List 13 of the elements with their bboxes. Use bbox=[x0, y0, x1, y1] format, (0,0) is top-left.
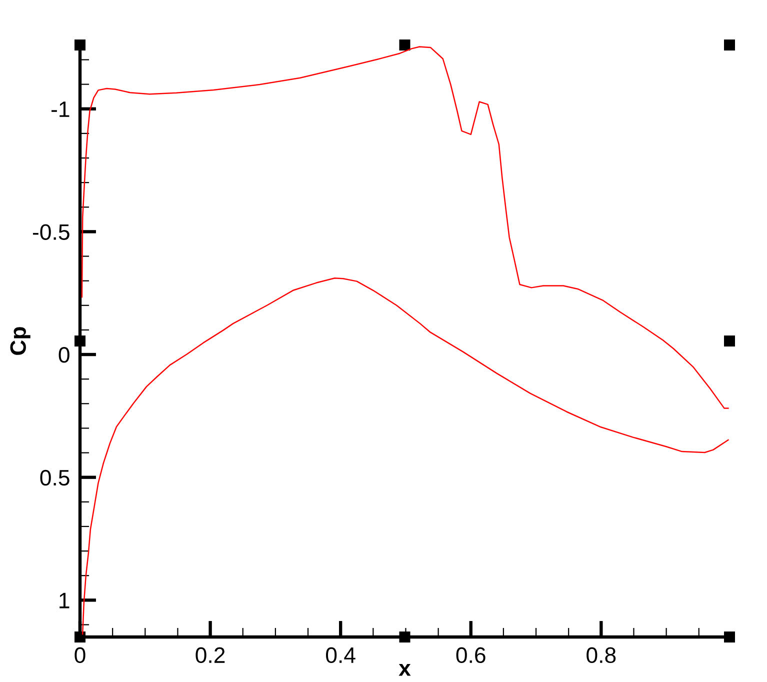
x-axis-title: x bbox=[398, 664, 411, 676]
x-tick-label: 0.6 bbox=[456, 647, 486, 664]
y-axis-title: Cp bbox=[10, 327, 30, 355]
y-tick-label: -0.5 bbox=[32, 224, 70, 240]
y-tick-label: 0.5 bbox=[40, 470, 70, 486]
x-tick-label: 0.2 bbox=[196, 647, 225, 664]
y-tick-label: 0 bbox=[58, 347, 70, 363]
x-tick-label: 0.8 bbox=[586, 647, 616, 664]
y-tick-label: 1 bbox=[60, 592, 70, 608]
x-tick-label: 0 bbox=[74, 647, 86, 664]
line-series bbox=[81, 46, 729, 409]
x-tick-label: 0.4 bbox=[326, 647, 356, 664]
y-tick-label: -1 bbox=[52, 102, 70, 117]
